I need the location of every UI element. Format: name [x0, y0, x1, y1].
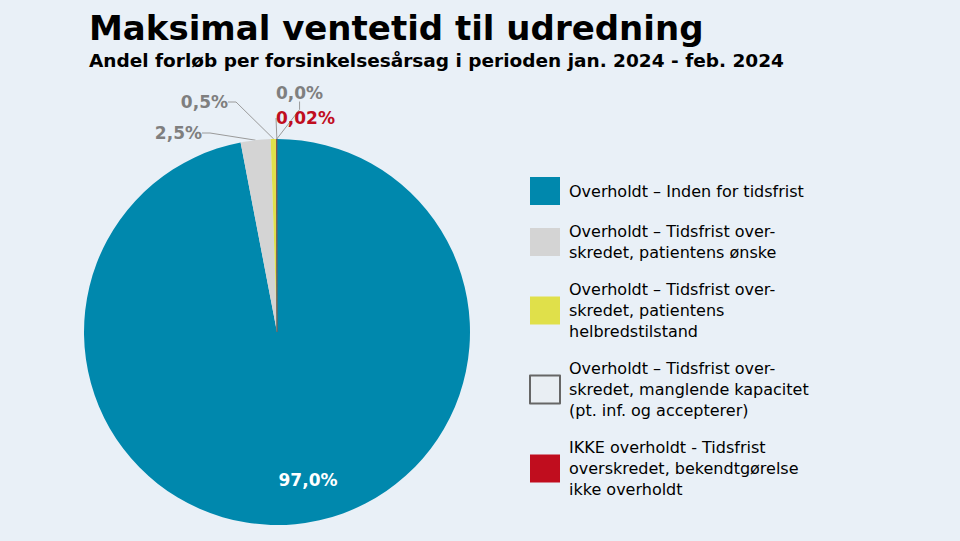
svg-text:Andel forløb per forsinkelseså: Andel forløb per forsinkelsesårsag i per… [89, 50, 784, 71]
svg-text:97,0%: 97,0% [279, 470, 338, 490]
svg-text:0,5%: 0,5% [181, 92, 228, 112]
svg-text:IKKE overholdt - Tidsfrist: IKKE overholdt - Tidsfrist [569, 438, 766, 457]
svg-text:ikke overholdt: ikke overholdt [569, 480, 683, 499]
svg-text:(pt. inf. og accepterer): (pt. inf. og accepterer) [569, 401, 749, 420]
svg-text:skredet, patientens: skredet, patientens [569, 301, 724, 320]
svg-text:Overholdt – Tidsfrist over-: Overholdt – Tidsfrist over- [569, 359, 775, 378]
svg-text:overskredet, bekendtgørelse: overskredet, bekendtgørelse [569, 459, 799, 478]
svg-text:Overholdt – Inden for tidsfris: Overholdt – Inden for tidsfrist [569, 182, 804, 201]
svg-text:2,5%: 2,5% [155, 123, 202, 143]
svg-text:Maksimal ventetid til udrednin: Maksimal ventetid til udredning [89, 8, 703, 48]
svg-text:skredet, patientens ønske: skredet, patientens ønske [569, 243, 776, 262]
svg-text:Overholdt – Tidsfrist over-: Overholdt – Tidsfrist over- [569, 222, 775, 241]
svg-text:skredet, manglende kapacitet: skredet, manglende kapacitet [569, 380, 809, 399]
svg-text:0,02%: 0,02% [276, 108, 335, 128]
svg-text:0,0%: 0,0% [276, 83, 323, 103]
svg-text:Overholdt – Tidsfrist over-: Overholdt – Tidsfrist over- [569, 280, 775, 299]
svg-text:helbredstilstand: helbredstilstand [569, 322, 698, 341]
